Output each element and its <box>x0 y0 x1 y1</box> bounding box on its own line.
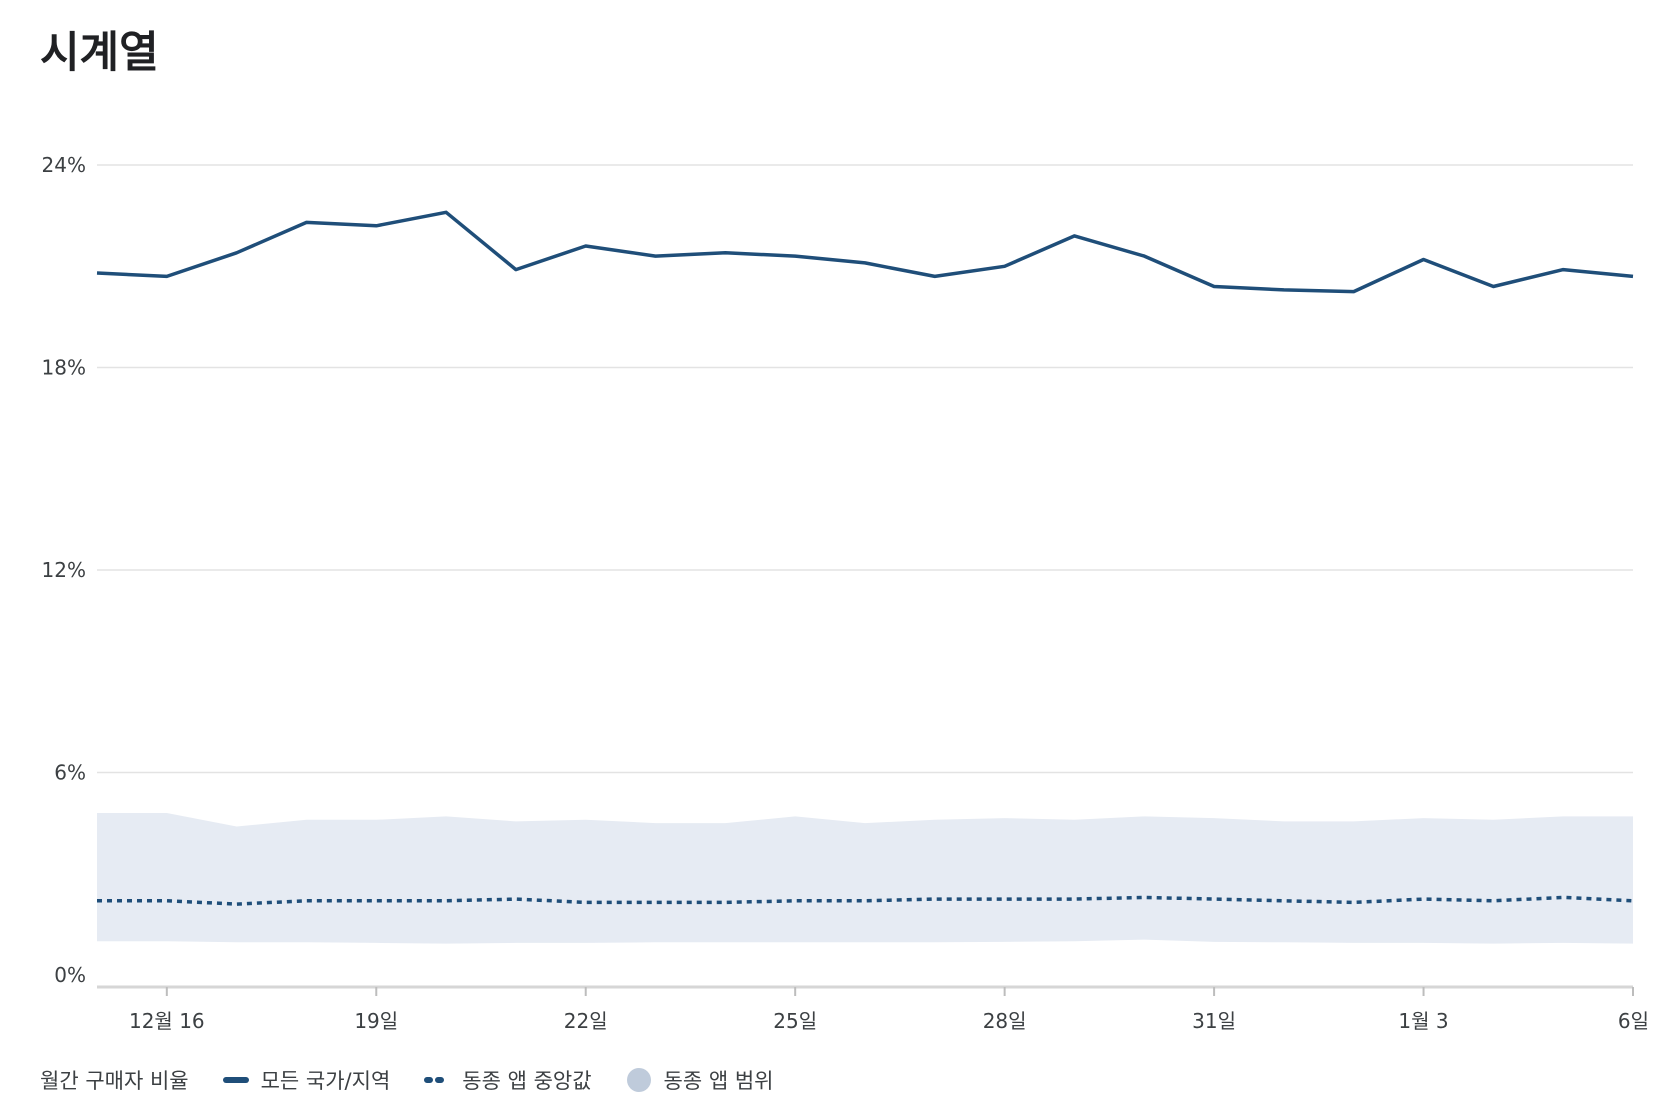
legend-label: 동종 앱 중앙값 <box>462 1069 592 1093</box>
x-tick-label: 22일 <box>564 1009 608 1033</box>
time-series-chart: 0% 6% 12% 18% 24% 12월 16 19일 22일 25일 28일 31일 1월 3 6… <box>42 153 1649 1033</box>
dotted-line-icon <box>424 1075 451 1085</box>
y-tick-label: 12% <box>42 558 86 582</box>
legend-label: 모든 국가/지역 <box>260 1069 391 1093</box>
legend-item-all-countries[interactable]: 모든 국가/지역 <box>222 1065 391 1095</box>
peer-median-line <box>97 895 1634 906</box>
x-tick-label: 28일 <box>983 1009 1027 1033</box>
peer-range-band <box>97 813 1633 944</box>
page-title: 시계열 <box>40 28 159 78</box>
x-tick-label: 25일 <box>773 1009 817 1033</box>
legend-label: 동종 앱 범위 <box>663 1069 774 1093</box>
legend-title: 월간 구매자 비율 <box>40 1069 189 1093</box>
y-axis-labels: 0% 6% 12% 18% 24% <box>42 153 86 987</box>
peer-range-area <box>97 813 1633 944</box>
all-countries-line <box>96 210 1634 294</box>
x-tick-label: 12월 16 <box>129 1009 205 1033</box>
y-tick-label: 24% <box>42 153 86 177</box>
x-axis-labels: 12월 16 19일 22일 25일 28일 31일 1월 3 6일 <box>129 1009 1649 1033</box>
y-tick-label: 0% <box>54 963 86 987</box>
legend-item-peer-range[interactable]: 동종 앱 범위 <box>626 1065 774 1095</box>
legend-item-peer-median[interactable]: 동종 앱 중앙값 <box>424 1065 592 1095</box>
x-tick-label: 6일 <box>1618 1009 1649 1033</box>
solid-line-icon <box>222 1075 249 1085</box>
x-tick-label: 19일 <box>354 1009 398 1033</box>
y-tick-label: 18% <box>42 356 86 380</box>
x-tick-label: 1월 3 <box>1398 1009 1448 1033</box>
chart-legend: 월간 구매자 비율 모든 국가/지역 동종 앱 중앙값 동종 앱 범위 <box>40 1063 808 1097</box>
x-tick-label: 31일 <box>1192 1009 1236 1033</box>
circle-icon <box>626 1067 652 1093</box>
peer-median-series <box>97 895 1634 906</box>
y-tick-label: 6% <box>54 761 86 785</box>
all-countries-series <box>96 210 1634 294</box>
x-axis <box>97 985 1634 996</box>
gridlines <box>97 164 1633 774</box>
